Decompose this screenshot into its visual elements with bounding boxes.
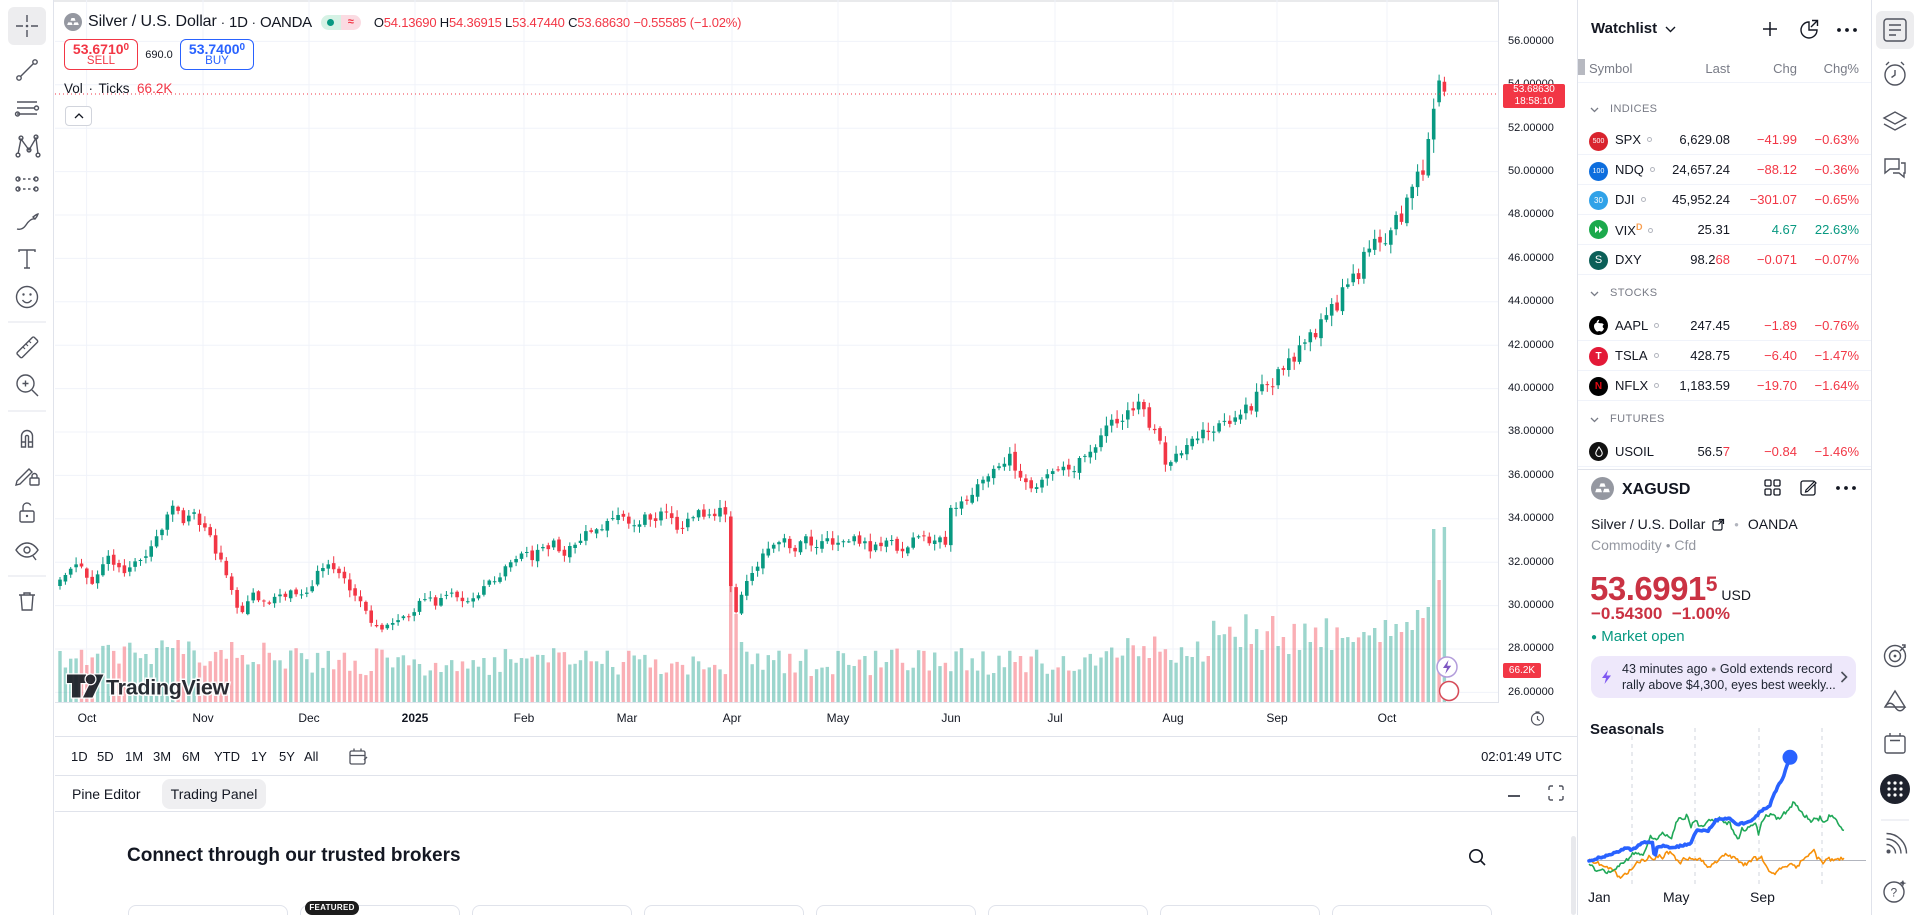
svg-text:Sep: Sep <box>1750 889 1775 905</box>
svg-text:May: May <box>1663 889 1689 905</box>
svg-text:Jan: Jan <box>1588 889 1611 905</box>
svg-text:TradingView: TradingView <box>106 676 230 700</box>
svg-text:?: ? <box>1891 886 1898 900</box>
